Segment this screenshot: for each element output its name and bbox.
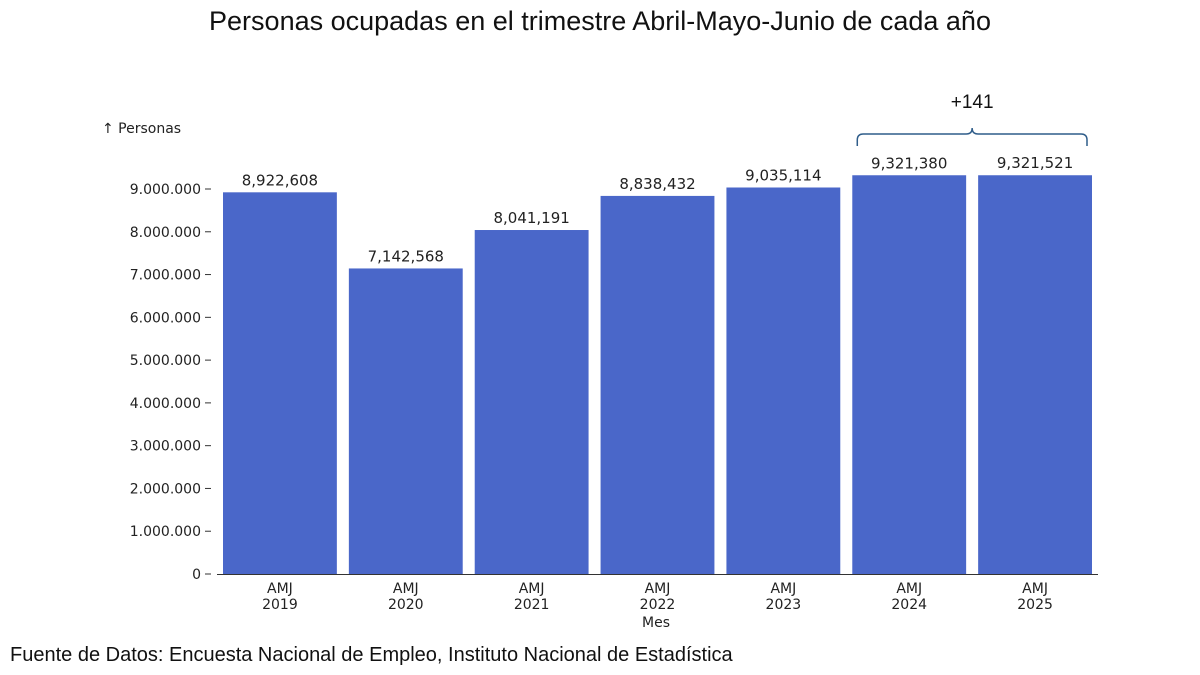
y-tick-label: 7.000.000 <box>130 268 201 284</box>
x-tick-label: AMJ <box>393 581 419 597</box>
y-tick-label: 6.000.000 <box>130 310 201 326</box>
annotation-label: +141 <box>951 92 994 113</box>
x-tick-label: AMJ <box>519 581 545 597</box>
y-axis: 0 1.000.000 2.000.000 3.000.000 4.000.000 5.0… <box>130 182 211 583</box>
bar-value-label: 8,922,608 <box>242 171 318 189</box>
y-tick-label: 8.000.000 <box>130 225 201 241</box>
y-tick-label: 2.000.000 <box>130 481 201 497</box>
bar <box>223 192 337 574</box>
chart-title: Personas ocupadas en el trimestre Abril-… <box>209 6 991 36</box>
data-source-note: Fuente de Datos: Encuesta Nacional de Em… <box>10 644 733 666</box>
bar-value-label: 8,041,191 <box>493 209 569 227</box>
x-tick-label: 2023 <box>766 597 802 613</box>
value-labels: 8,922,608 7,142,568 8,041,191 8,838,432 9,03… <box>242 154 1073 265</box>
x-tick-label: 2025 <box>1017 597 1053 613</box>
bar <box>348 268 463 574</box>
bars <box>223 175 1092 575</box>
bar <box>726 187 841 574</box>
bar <box>852 175 967 574</box>
x-tick-label: 2021 <box>514 597 550 613</box>
x-tick-label: AMJ <box>267 581 293 597</box>
x-tick-label: AMJ <box>1022 581 1048 597</box>
y-tick-label: 5.000.000 <box>130 353 201 369</box>
y-tick-label: 1.000.000 <box>130 524 201 540</box>
bar-value-label: 8,838,432 <box>619 175 695 193</box>
difference-annotation: +141 <box>856 92 1088 146</box>
x-tick-label: AMJ <box>645 581 671 597</box>
bar-value-label: 9,035,114 <box>745 166 821 184</box>
x-axis-label: Mes <box>642 615 670 631</box>
x-tick-label: 2022 <box>640 597 676 613</box>
y-tick-label: 9.000.000 <box>130 182 201 198</box>
y-tick-label: 3.000.000 <box>130 439 201 455</box>
bar-value-label: 9,321,380 <box>871 154 947 172</box>
x-tick-label: 2019 <box>262 597 298 613</box>
annotation-bracket <box>856 127 1088 146</box>
bar <box>474 230 589 574</box>
x-tick-label: 2024 <box>891 597 927 613</box>
y-tick-label: 0 <box>192 567 201 583</box>
y-tick-label: 4.000.000 <box>130 396 201 412</box>
bar <box>978 175 1092 575</box>
x-axis: AMJ2019AMJ2020AMJ2021AMJ2022AMJ2023AMJ20… <box>217 574 1098 613</box>
bar-value-label: 9,321,521 <box>997 154 1073 172</box>
x-tick-label: AMJ <box>896 581 922 597</box>
x-tick-label: 2020 <box>388 597 424 613</box>
y-axis-label: ↑ Personas <box>102 121 181 137</box>
bar-value-label: 7,142,568 <box>368 247 444 265</box>
x-tick-label: AMJ <box>770 581 796 597</box>
bar <box>600 195 715 575</box>
